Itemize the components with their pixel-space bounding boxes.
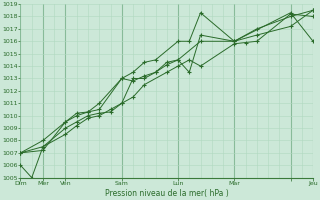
X-axis label: Pression niveau de la mer( hPa ): Pression niveau de la mer( hPa ) <box>105 189 228 198</box>
